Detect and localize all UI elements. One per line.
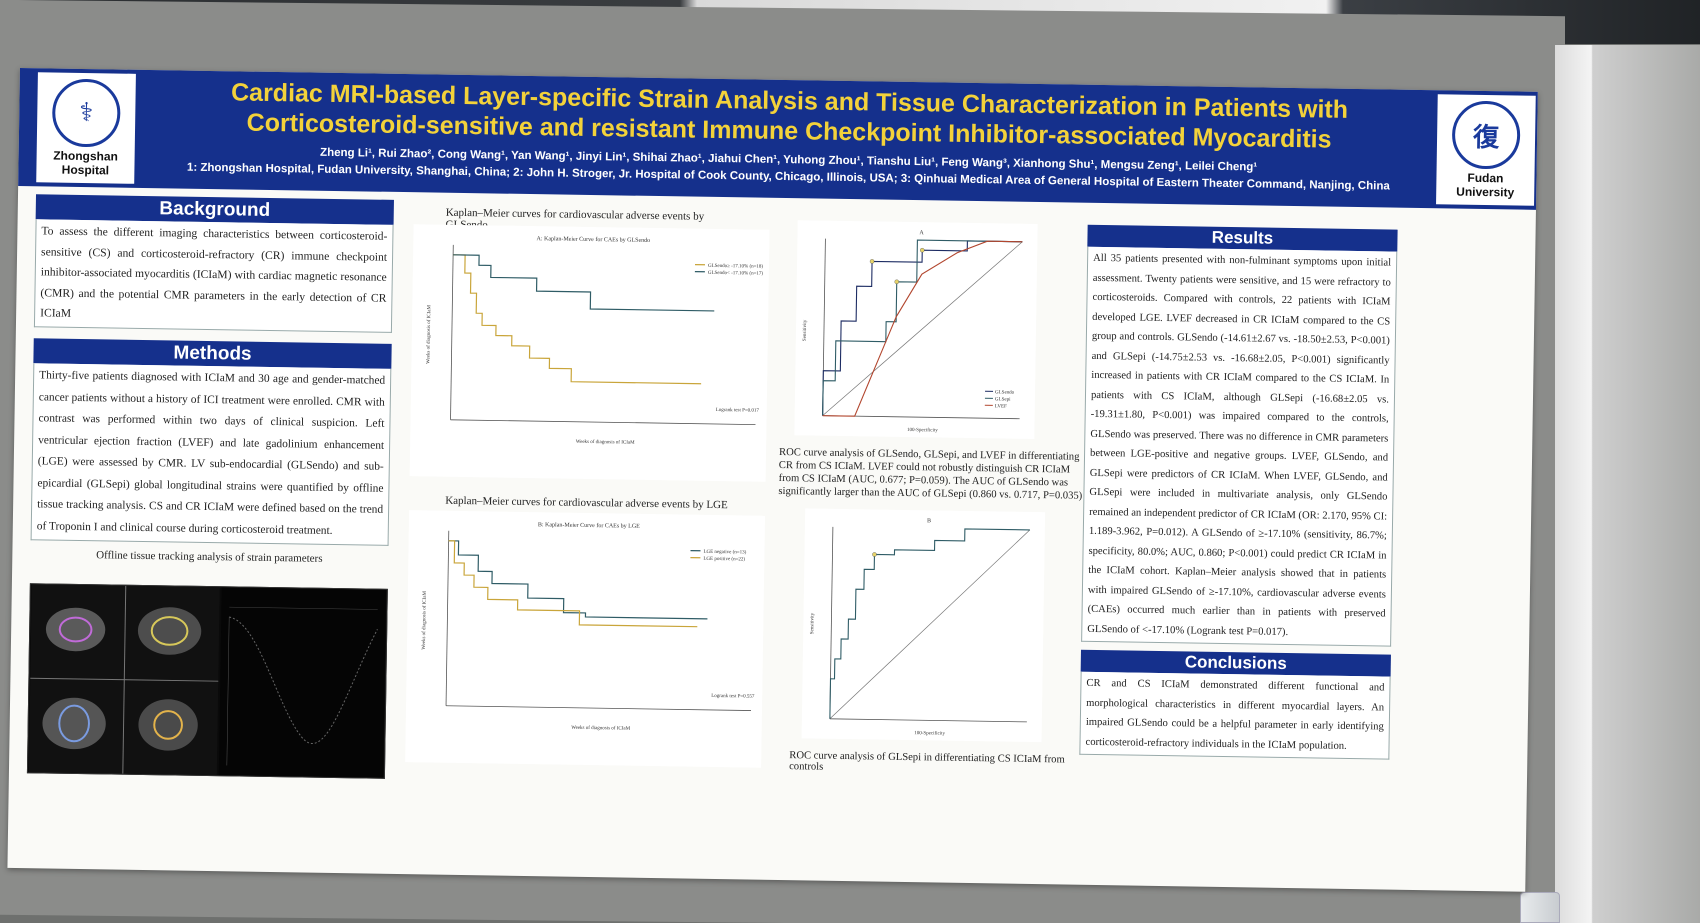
roc1-legend-1: GLSendo bbox=[995, 390, 1015, 395]
background-text: To assess the different imaging characte… bbox=[33, 219, 394, 333]
roc-curve-a-svg: A Sensitivity 100-Specificity GLSendo GL… bbox=[803, 230, 1023, 433]
methods-text: Thirty-five patients diagnosed with ICIa… bbox=[30, 363, 392, 546]
roc-curve-b-plot: B Sensitivity 100-Specificity bbox=[801, 508, 1046, 743]
logo-right-line1: Fudan bbox=[1467, 170, 1504, 186]
km2-legend-2: LGE positive (n=22) bbox=[703, 557, 745, 563]
km1-legend-1: GLSendo≥ -17.10% (n=18) bbox=[708, 264, 764, 270]
km2-legend-1: LGE negative (n=13) bbox=[703, 550, 746, 556]
km2-x-axis-label: Weeks of diagnosis of ICIaM bbox=[571, 726, 630, 732]
km-curve-lge-svg: B: Kaplan-Meier Curve for CAEs by LGE We… bbox=[422, 521, 755, 732]
km2-y-axis-label: Weeks of diagnosis of ICIaM bbox=[422, 590, 428, 649]
roc2-x-axis-label: 100-Specificity bbox=[914, 731, 945, 736]
conclusions-text: CR and CS ICIaM demonstrated different f… bbox=[1079, 671, 1391, 760]
km2-curve-lge-negative bbox=[448, 540, 708, 620]
roc1-curve-lvef bbox=[822, 240, 1023, 417]
roc1-caption: ROC curve analysis of GLSendo, GLSepi, a… bbox=[778, 446, 1083, 502]
roc2-curve-glsepi bbox=[829, 528, 1030, 719]
zhongshan-hospital-logo: ⚕ Zhongshan Hospital bbox=[36, 72, 136, 184]
side-partition bbox=[1555, 45, 1700, 923]
logo-left-line2: Hospital bbox=[61, 162, 110, 178]
km1-x-axis-label: Weeks of diagnosis of ICIaM bbox=[576, 440, 635, 446]
km1-logrank: Logrank test P=0.017 bbox=[716, 408, 760, 414]
roc1-panel-label: A bbox=[919, 230, 924, 236]
roc1-legend-2: GLSepi bbox=[995, 397, 1011, 402]
hospital-emblem-icon: ⚕ bbox=[51, 78, 121, 148]
conclusions-section: Conclusions CR and CS ICIaM demonstrated… bbox=[1079, 649, 1391, 760]
roc-curve-b-svg: B Sensitivity 100-Specificity bbox=[810, 518, 1031, 737]
roc1-legend-3: LVEF bbox=[995, 404, 1007, 409]
km2-caption: Kaplan–Meier curves for cardiovascular a… bbox=[445, 494, 728, 512]
km-curve-lge-plot: B: Kaplan-Meier Curve for CAEs by LGE We… bbox=[405, 510, 766, 768]
strain-figure-caption: Offline tissue tracking analysis of stra… bbox=[96, 549, 323, 565]
strain-tracking-image bbox=[26, 583, 388, 779]
km1-y-axis-label: Weeks of diagnosis of ICIaM bbox=[426, 305, 432, 364]
roc1-reference-line bbox=[822, 241, 1023, 416]
roc1-y-axis-label: Sensitivity bbox=[803, 319, 808, 341]
strain-tracking-graphic bbox=[28, 584, 386, 778]
plastic-cup bbox=[1520, 892, 1560, 923]
background-section: Background To assess the different imagi… bbox=[33, 194, 394, 333]
km2-logrank: Logrank test P=0.557 bbox=[711, 694, 755, 700]
roc2-caption: ROC curve analysis of GLSepi in differen… bbox=[789, 750, 1065, 773]
km1-legend-2: GLSendo< -17.10% (n=17) bbox=[708, 271, 764, 277]
km-curve-glsendo-plot: A: Kaplan-Meier Curve for CAEs by GLSend… bbox=[409, 224, 770, 482]
roc2-panel-label: B bbox=[927, 518, 931, 524]
roc1-curve-glsepi bbox=[822, 239, 1023, 416]
fudan-university-logo: 復 Fudan University bbox=[1436, 94, 1536, 206]
km-curve-glsendo-svg: A: Kaplan-Meier Curve for CAEs by GLSend… bbox=[426, 235, 764, 446]
km2-title: B: Kaplan-Meier Curve for CAEs by LGE bbox=[538, 521, 640, 530]
methods-section: Methods Thirty-five patients diagnosed w… bbox=[30, 338, 392, 566]
poster-header: ⚕ Zhongshan Hospital Cardiac MRI-based L… bbox=[18, 68, 1538, 210]
roc2-y-axis-label: Sensitivity bbox=[810, 612, 815, 634]
results-text: All 35 patients presented with non-fulmi… bbox=[1081, 246, 1398, 647]
roc-curve-a-plot: A Sensitivity 100-Specificity GLSendo GL… bbox=[794, 220, 1038, 439]
km1-title: A: Kaplan-Meier Curve for CAEs by GLSend… bbox=[537, 235, 651, 244]
results-section: Results All 35 patients presented with n… bbox=[1081, 224, 1398, 647]
logo-left-line1: Zhongshan bbox=[53, 148, 119, 164]
roc1-x-axis-label: 100-Specificity bbox=[907, 428, 938, 433]
roc2-reference-line bbox=[829, 529, 1031, 720]
km1-curve-preserved bbox=[453, 254, 715, 312]
university-seal-icon: 復 bbox=[1451, 100, 1521, 170]
roc1-curve-glsendo bbox=[822, 240, 1023, 416]
km2-curve-lge-positive bbox=[448, 540, 698, 628]
research-poster: ⚕ Zhongshan Hospital Cardiac MRI-based L… bbox=[7, 68, 1538, 892]
km1-curve-impaired bbox=[453, 254, 702, 385]
logo-right-line2: University bbox=[1456, 184, 1515, 200]
